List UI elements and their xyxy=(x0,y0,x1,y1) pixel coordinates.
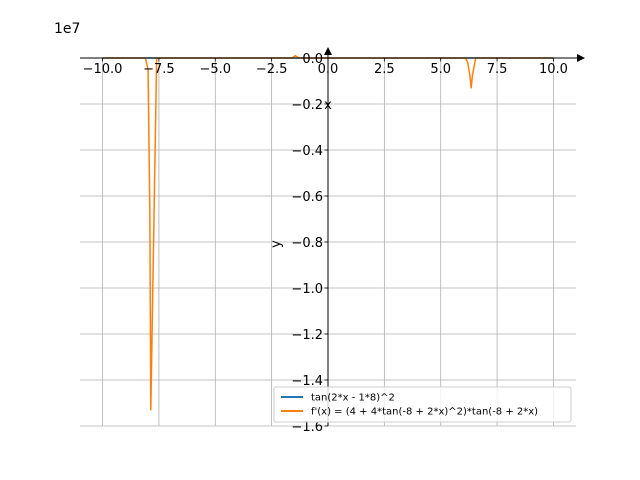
legend-label-2: f'(x) = (4 + 4*tan(-8 + 2*x)^2)*tan(-8 +… xyxy=(311,407,538,418)
x-axis-arrow xyxy=(577,54,585,62)
offset-text: 1e7 xyxy=(54,21,80,37)
x-tick-label-6: 5.0 xyxy=(430,62,451,77)
y-tick-label-4: −0.8 xyxy=(291,236,323,251)
tick-marks xyxy=(102,57,554,427)
x-tick-label-0: −10.0 xyxy=(83,62,123,77)
legend: tan(2*x - 1*8)^2 f'(x) = (4 + 4*tan(-8 +… xyxy=(273,386,572,423)
y-axis-arrow xyxy=(324,47,332,55)
y-tick-label-8: −1.6 xyxy=(291,420,323,435)
y-tick-label-2: −0.4 xyxy=(291,144,323,159)
legend-box xyxy=(273,386,572,423)
x-tick-label-5: 2.5 xyxy=(374,62,395,77)
x-tick-label-8: 10.0 xyxy=(539,62,568,77)
x-tick-label-1: −7.5 xyxy=(143,62,175,77)
y-tick-label-5: −1.0 xyxy=(291,282,323,297)
series-line-2 xyxy=(102,54,554,411)
legend-label-1: tan(2*x - 1*8)^2 xyxy=(311,393,395,404)
y-tick-label-0: 0.0 xyxy=(302,52,323,67)
y-axis-label: y xyxy=(269,240,284,248)
x-axis-label: x xyxy=(324,98,332,113)
axes xyxy=(80,47,585,426)
x-tick-label-4: 0.0 xyxy=(318,62,339,77)
y-tick-label-6: −1.2 xyxy=(291,328,323,343)
x-tick-label-7: 7.5 xyxy=(487,62,508,77)
y-tick-label-1: −0.2 xyxy=(291,98,323,113)
x-tick-label-2: −5.0 xyxy=(199,62,231,77)
x-tick-label-3: −2.5 xyxy=(256,62,288,77)
y-tick-label-7: −1.4 xyxy=(291,374,323,389)
y-tick-label-3: −0.6 xyxy=(291,190,323,205)
tick-labels: −10.0 −7.5 −5.0 −2.5 0.0 2.5 5.0 7.5 10.0 0.0 −0.2… xyxy=(83,52,568,435)
